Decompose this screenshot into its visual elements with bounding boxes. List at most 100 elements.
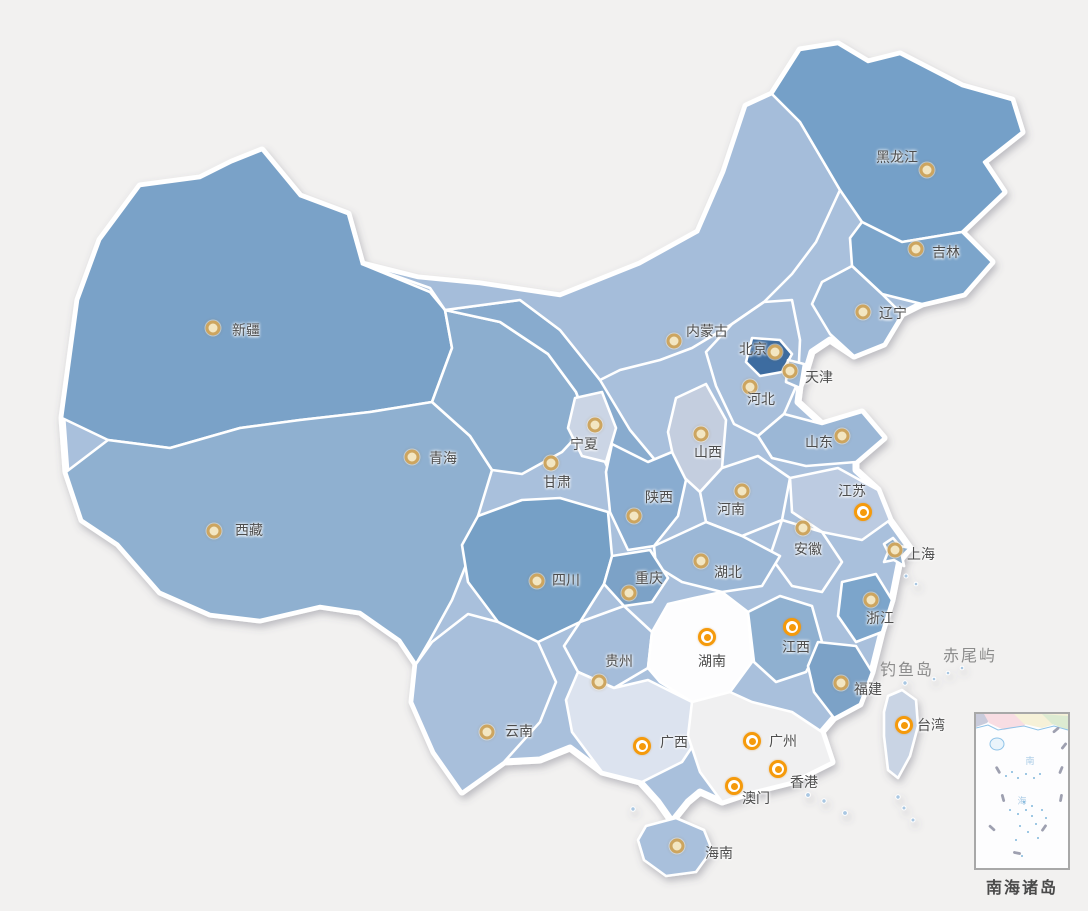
marker-xianggang[interactable] <box>769 760 787 778</box>
marker-heilongjiang[interactable] <box>919 162 935 178</box>
marker-hubei[interactable] <box>693 553 709 569</box>
label-shandong[interactable]: 山东 <box>805 434 833 450</box>
marker-zhejiang[interactable] <box>863 592 879 608</box>
marker-hunan[interactable] <box>698 628 716 646</box>
label-hebei[interactable]: 河北 <box>747 391 775 407</box>
label-hunan[interactable]: 湖南 <box>698 653 726 669</box>
label-chongqing[interactable]: 重庆 <box>635 570 663 586</box>
label-yunnan[interactable]: 云南 <box>505 723 533 739</box>
inset-island-dots <box>1005 771 1047 857</box>
marker-tianjin[interactable] <box>782 363 798 379</box>
label-liaoning[interactable]: 辽宁 <box>879 305 907 321</box>
province-shape-neimenggu[interactable] <box>360 92 842 382</box>
marker-jiangsu[interactable] <box>854 503 872 521</box>
label-xinjiang[interactable]: 新疆 <box>232 322 260 338</box>
marker-chongqing[interactable] <box>621 585 637 601</box>
label-jiangsu[interactable]: 江苏 <box>838 483 866 499</box>
south-china-sea-inset-label: 南海诸岛 <box>985 880 1059 897</box>
label-taiwan[interactable]: 台湾 <box>917 717 945 733</box>
label-jilin[interactable]: 吉林 <box>932 244 960 260</box>
label-shanghai[interactable]: 上海 <box>907 546 935 562</box>
label-heilongjiang[interactable]: 黑龙江 <box>876 149 918 165</box>
inset-sea-char-nan: 南 <box>1025 755 1034 766</box>
province-shape-guangxi[interactable] <box>564 670 704 784</box>
label-xizang[interactable]: 西藏 <box>235 522 263 538</box>
label-sichuan[interactable]: 四川 <box>552 572 580 588</box>
marker-xinjiang[interactable] <box>205 320 221 336</box>
inset-land-green <box>1042 714 1068 730</box>
province-shape-yunnan[interactable] <box>410 612 558 794</box>
label-aomen[interactable]: 澳门 <box>742 790 770 806</box>
label-hubei[interactable]: 湖北 <box>714 564 742 580</box>
province-shape-chongqing[interactable] <box>602 548 670 608</box>
diaoyu-islands-label: 钓鱼岛 <box>879 662 935 679</box>
label-qinghai[interactable]: 青海 <box>429 450 457 466</box>
marker-shanghai[interactable] <box>887 542 903 558</box>
inset-sea-char-hai: 海 <box>1017 795 1026 806</box>
label-tianjin[interactable]: 天津 <box>805 369 833 385</box>
marker-shanxi[interactable] <box>693 426 709 442</box>
marker-guangxi[interactable] <box>633 737 651 755</box>
inset-nine-dash-line <box>988 726 1068 855</box>
label-henan[interactable]: 河南 <box>717 501 745 517</box>
province-shape-taiwan[interactable] <box>882 688 920 780</box>
label-guizhou[interactable]: 贵州 <box>605 653 633 669</box>
marker-fujian[interactable] <box>833 675 849 691</box>
marker-guangzhou[interactable] <box>743 732 761 750</box>
label-hainan[interactable]: 海南 <box>705 845 733 861</box>
marker-hebei[interactable] <box>742 379 758 395</box>
marker-yunnan[interactable] <box>479 724 495 740</box>
marker-taiwan[interactable] <box>895 716 913 734</box>
marker-anhui[interactable] <box>795 520 811 536</box>
province-shape-shandong[interactable] <box>756 410 886 468</box>
inset-coastline <box>975 724 1069 731</box>
label-neimenggu[interactable]: 内蒙古 <box>686 323 728 339</box>
marker-sichuan[interactable] <box>529 573 545 589</box>
marker-beijing[interactable] <box>767 344 783 360</box>
marker-ningxia[interactable] <box>587 417 603 433</box>
province-shape-xizang[interactable] <box>64 400 494 666</box>
label-jiangxi[interactable]: 江西 <box>782 639 810 655</box>
province-shape-hunan[interactable] <box>646 590 754 704</box>
province-shape-guangdong[interactable] <box>686 690 834 804</box>
label-xianggang[interactable]: 香港 <box>790 774 818 790</box>
marker-jiangxi[interactable] <box>783 618 801 636</box>
marker-henan[interactable] <box>734 483 750 499</box>
label-anhui[interactable]: 安徽 <box>794 541 822 557</box>
marker-qinghai[interactable] <box>404 449 420 465</box>
label-guangzhou[interactable]: 广州 <box>769 733 797 749</box>
marker-shaanxi[interactable] <box>626 508 642 524</box>
label-shanxi[interactable]: 山西 <box>694 444 722 460</box>
label-ningxia[interactable]: 宁夏 <box>570 436 598 452</box>
chiweiyu-island-label: 赤尾屿 <box>942 648 998 665</box>
marker-jilin[interactable] <box>908 241 924 257</box>
province-shape-guizhou[interactable] <box>562 604 654 690</box>
province-shape-zhejiang[interactable] <box>836 572 894 644</box>
marker-hainan[interactable] <box>669 838 685 854</box>
inset-minimap: 南 海 <box>975 714 1069 857</box>
south-china-sea-inset: 南 海 <box>974 712 1070 870</box>
province-shape-shaanxi[interactable] <box>604 442 688 552</box>
province-shape-sichuan[interactable] <box>460 496 614 644</box>
label-beijing[interactable]: 北京 <box>739 341 767 357</box>
province-shape-heilongjiang[interactable] <box>770 42 1024 244</box>
label-shaanxi[interactable]: 陕西 <box>645 489 673 505</box>
inset-hainan <box>989 737 1005 751</box>
province-shape-jiangsu[interactable] <box>788 466 892 542</box>
marker-xizang[interactable] <box>206 523 222 539</box>
label-gansu[interactable]: 甘肃 <box>543 474 571 490</box>
marker-gansu[interactable] <box>543 455 559 471</box>
province-shape-xinjiang[interactable] <box>60 148 454 450</box>
label-zhejiang[interactable]: 浙江 <box>866 610 894 626</box>
label-fujian[interactable]: 福建 <box>854 681 882 697</box>
small-islands <box>630 573 965 823</box>
marker-neimenggu[interactable] <box>666 333 682 349</box>
marker-liaoning[interactable] <box>855 304 871 320</box>
marker-aomen[interactable] <box>725 777 743 795</box>
label-guangxi[interactable]: 广西 <box>660 734 688 750</box>
marker-guizhou[interactable] <box>591 674 607 690</box>
marker-shandong[interactable] <box>834 428 850 444</box>
